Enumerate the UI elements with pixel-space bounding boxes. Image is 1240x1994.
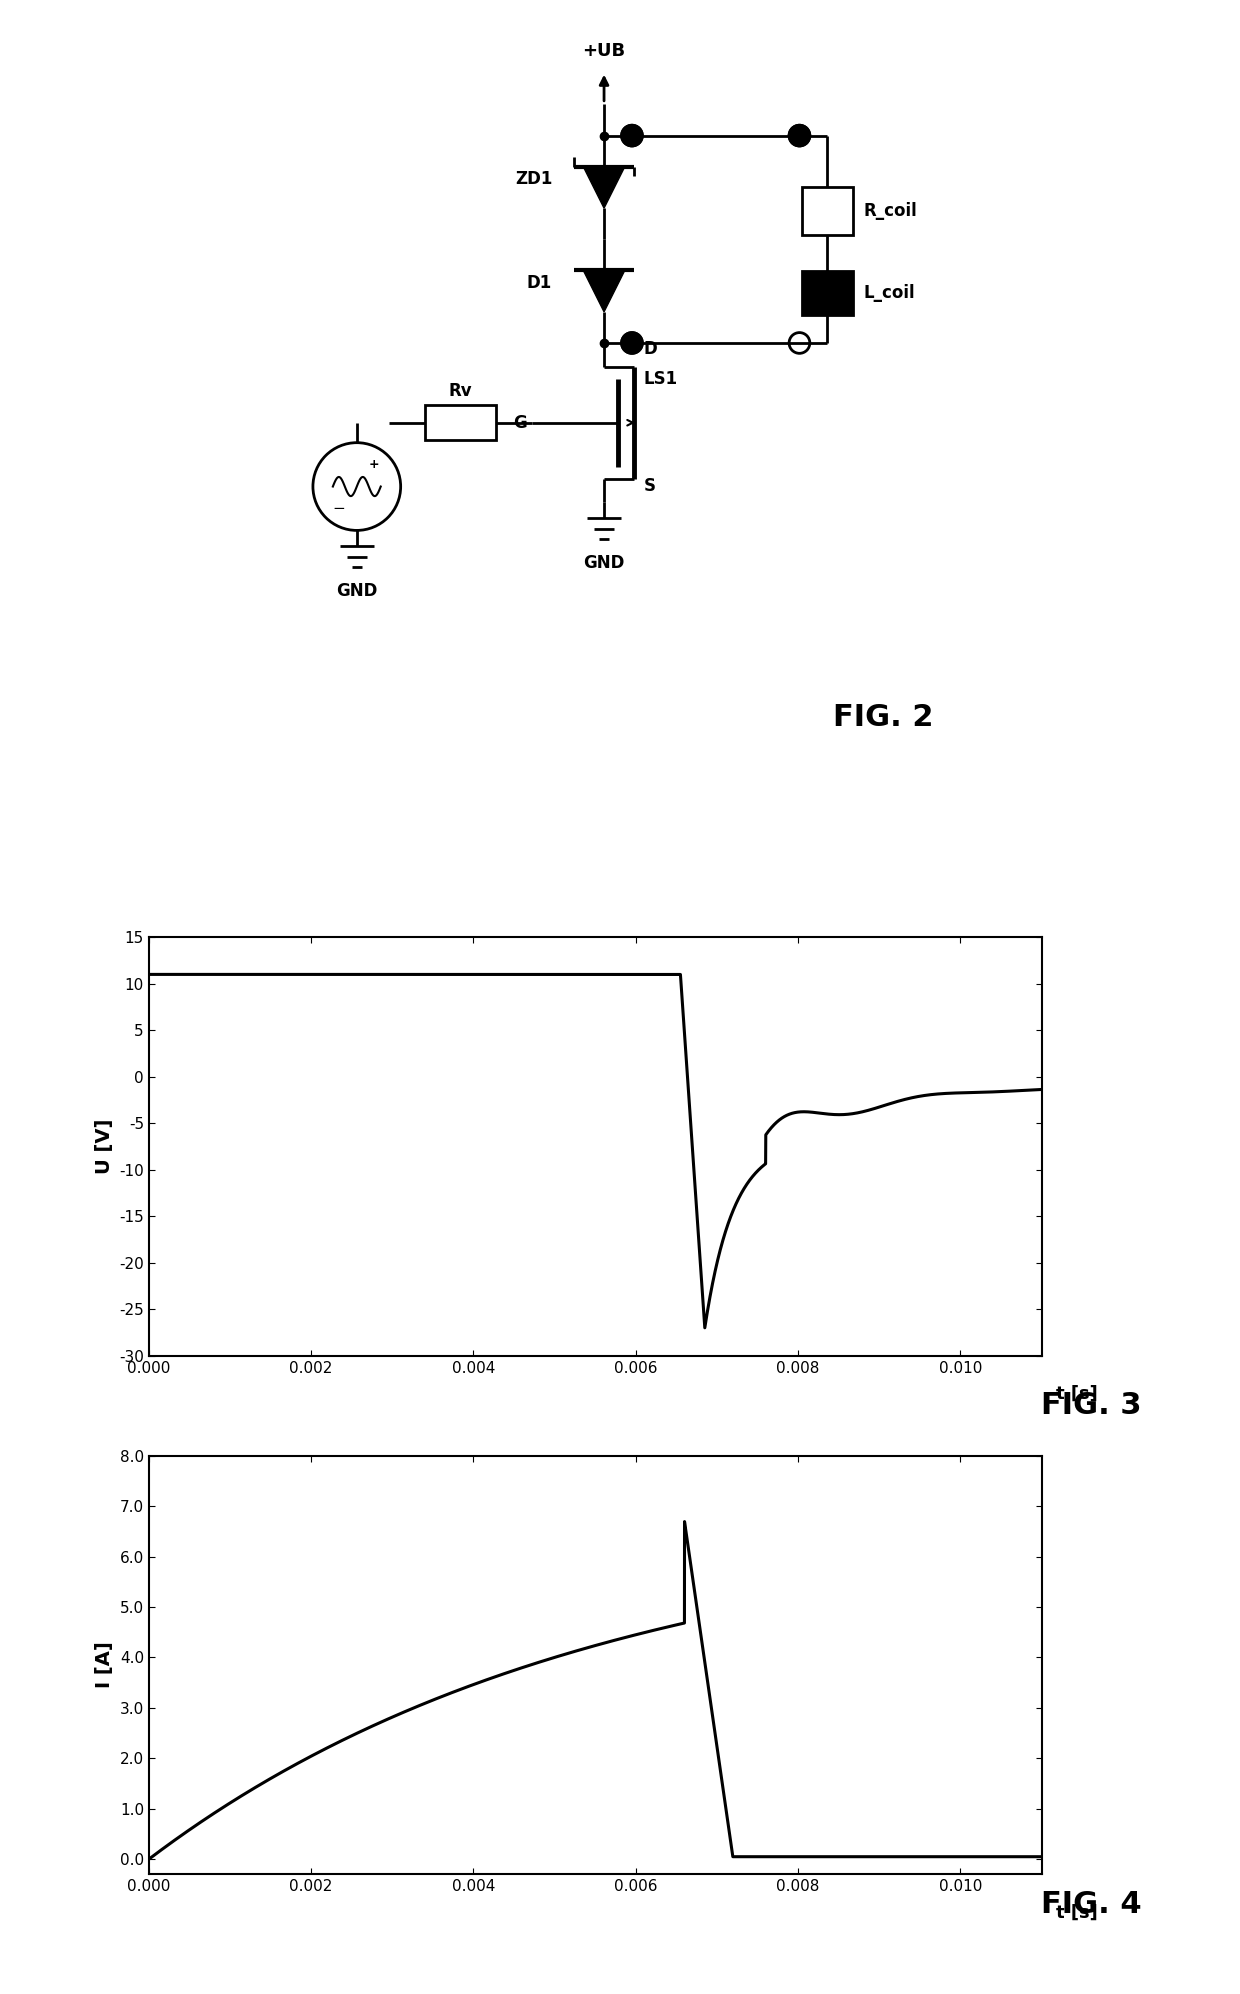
Text: FIG. 2: FIG. 2 — [833, 704, 934, 732]
X-axis label: t [s]: t [s] — [1056, 1386, 1099, 1404]
Text: D: D — [644, 341, 657, 359]
Bar — [802, 271, 853, 315]
Text: FIG. 4: FIG. 4 — [1040, 1890, 1142, 1918]
Text: +: + — [370, 459, 379, 471]
Text: G: G — [513, 413, 527, 433]
Text: +UB: +UB — [583, 42, 626, 60]
Text: Rv: Rv — [449, 381, 472, 401]
Polygon shape — [583, 167, 625, 207]
Text: LS1: LS1 — [644, 369, 678, 389]
Bar — [802, 187, 853, 235]
Text: D1: D1 — [527, 273, 552, 293]
Text: L_coil: L_coil — [863, 283, 915, 303]
Y-axis label: U [V]: U [V] — [94, 1119, 114, 1174]
Text: ZD1: ZD1 — [515, 169, 552, 189]
Text: GND: GND — [583, 554, 625, 572]
Circle shape — [621, 333, 642, 353]
Text: FIG. 3: FIG. 3 — [1040, 1392, 1142, 1420]
Polygon shape — [583, 271, 625, 311]
Circle shape — [789, 126, 810, 146]
Text: R_coil: R_coil — [863, 201, 918, 221]
Bar — [424, 405, 496, 441]
Text: S: S — [644, 477, 656, 495]
Circle shape — [621, 126, 642, 146]
Y-axis label: I [A]: I [A] — [95, 1641, 114, 1689]
X-axis label: t [s]: t [s] — [1056, 1904, 1099, 1922]
Text: GND: GND — [336, 582, 377, 600]
Text: −: − — [332, 500, 346, 516]
